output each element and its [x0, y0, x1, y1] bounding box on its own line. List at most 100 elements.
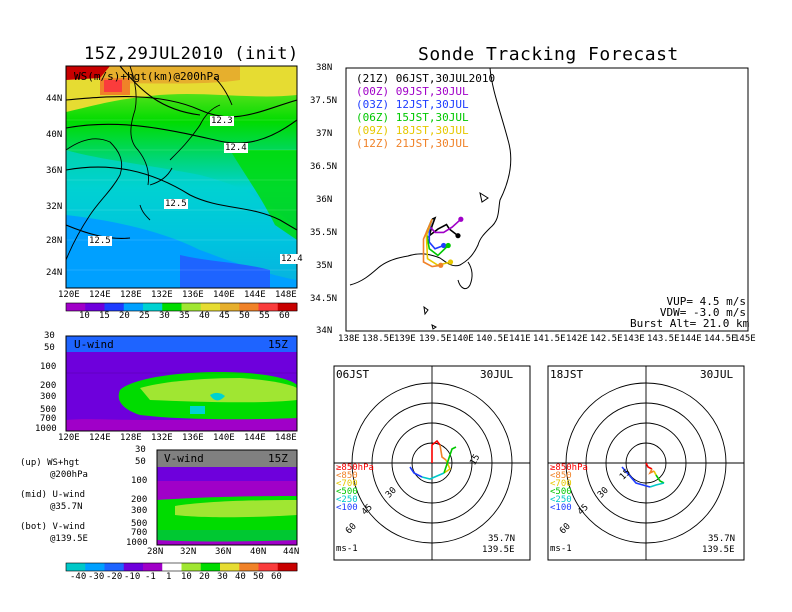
tick-label: 139.5E: [419, 334, 452, 344]
u-x-axis: 120E 124E 128E 132E 136E 140E 144E 148E: [58, 433, 297, 445]
tick-label: 128E: [120, 433, 142, 443]
tick-label: 140E: [213, 290, 235, 300]
tick-label: 35N: [316, 261, 333, 271]
hodo-right-lat: 35.7N: [708, 534, 736, 544]
tick-label: 700: [40, 414, 57, 424]
track-params: VUP= 4.5 m/s VDW= -3.0 m/s Burst Alt= 21…: [630, 296, 750, 332]
tick-label: 34N: [316, 326, 333, 336]
tick-label: 36.5N: [310, 162, 338, 172]
v-wind-time: 15Z: [268, 452, 288, 465]
colorbar-swatch: [220, 303, 240, 311]
track-endpoint: [438, 262, 444, 268]
note-head: (bot) V-wind: [20, 522, 86, 532]
colorbar-swatch: [66, 303, 86, 311]
tick-label: 132E: [151, 433, 173, 443]
colorbar-swatch: [200, 563, 221, 571]
colorbar-swatch: [162, 563, 182, 571]
colorbar-swatch: [85, 563, 105, 571]
colorbar-frame: [65, 562, 298, 572]
pressure-legend: <850: [550, 471, 572, 481]
track-legend: (21Z) 06JST,30JUL2010 (00Z) 09JST,30JUL …: [356, 72, 556, 152]
track-lines: [422, 216, 464, 268]
colorbar-label: -1: [145, 572, 156, 582]
colorbar-swatch: [162, 303, 182, 311]
colorbar-swatch: [66, 563, 86, 571]
colorbar-swatch: [143, 563, 163, 571]
track-line: [422, 218, 441, 268]
tick-label: 500: [40, 405, 57, 415]
main-title: Sonde Tracking Forecast: [418, 44, 679, 65]
coastline: [349, 67, 512, 330]
note-head: (up) WS+hgt: [20, 458, 80, 468]
diverging-colorbar: [65, 562, 298, 572]
tick-label: 145E: [734, 334, 756, 344]
tick-label: 142.5E: [590, 334, 623, 344]
hodo-right-date: 30JUL: [700, 368, 734, 381]
hodograph-right: [547, 365, 745, 561]
track-endpoint: [445, 242, 451, 249]
tick-label: 500: [131, 519, 148, 529]
tick-label: 120E: [58, 290, 80, 300]
v-wind-section: [157, 450, 297, 545]
tick-label: 700: [131, 528, 148, 538]
tick-label: 28N: [46, 236, 63, 246]
colorbar-swatch: [104, 563, 125, 571]
colorbar-label: -40: [70, 572, 87, 582]
upper-x-axis: 120E 124E 128E 132E 136E 140E 144E 148E: [58, 290, 297, 302]
pressure-legend: <100: [336, 503, 358, 513]
colorbar-swatch: [277, 563, 298, 571]
track-legend-entry: (12Z) 21JST,30JUL: [356, 137, 469, 150]
note-sub: @139.5E: [50, 534, 88, 544]
tick-label: 124E: [89, 433, 111, 443]
track-map-frame: [345, 67, 749, 332]
v-x-axis: 28N 32N 36N 40N 44N: [147, 547, 299, 559]
track-legend-entry: (00Z) 09JST,30JUL: [356, 85, 469, 98]
contour-label: 12.4: [280, 254, 304, 264]
note-sub: @200hPa: [50, 470, 88, 480]
colorbar-swatch: [258, 563, 279, 571]
pressure-legend: <700: [336, 479, 358, 489]
tick-label: 30: [44, 331, 55, 341]
colorbar-swatch: [104, 303, 125, 311]
hodo-left-unit: ms-1: [336, 544, 358, 554]
hodograph-left: [333, 365, 531, 561]
colorbar-label: 50: [253, 572, 264, 582]
tick-label: 34.5N: [310, 294, 338, 304]
tick-label: 144E: [244, 433, 266, 443]
pressure-legend: <500: [336, 487, 358, 497]
tick-label: 38N: [316, 63, 333, 73]
colorbar-label: 20: [199, 572, 210, 582]
tick-label: 37N: [316, 129, 333, 139]
colorbar-label: 30: [217, 572, 228, 582]
tick-label: 136E: [182, 433, 204, 443]
tick-label: 36N: [46, 166, 63, 176]
wind-trace: [653, 470, 657, 476]
colorbar-swatch: [181, 303, 202, 311]
colorbar-label: 30: [159, 311, 170, 321]
tick-label: 138E: [338, 334, 360, 344]
param-burst: Burst Alt= 21.0 km: [630, 317, 750, 330]
tick-label: 24N: [46, 268, 63, 278]
colorbar-swatch: [239, 303, 259, 311]
pressure-legend: ≥850hPa: [336, 463, 374, 473]
tick-label: 141.5E: [533, 334, 566, 344]
tick-label: 136E: [182, 290, 204, 300]
track-legend-entry: (21Z) 06JST,30JUL2010: [356, 72, 496, 85]
tick-label: 32N: [46, 202, 63, 212]
track-legend-entry: (03Z) 12JST,30JUL: [356, 98, 469, 111]
v-wind-label: V-wind: [164, 452, 204, 465]
tick-label: 36N: [215, 547, 232, 557]
hodo-left-legend: ≥850hPa <850 <700 <500 <250 <100: [336, 463, 386, 523]
pressure-legend: <500: [550, 487, 572, 497]
hodo-left-date: 30JUL: [480, 368, 514, 381]
track-legend-entry: (09Z) 18JST,30JUL: [356, 124, 469, 137]
tick-label: 141E: [509, 334, 531, 344]
colorbar-label: 10: [79, 311, 90, 321]
pressure-legend: <700: [550, 479, 572, 489]
tick-label: 128E: [120, 290, 142, 300]
u-wind-label: U-wind: [74, 338, 114, 351]
u-wind-section: [66, 336, 297, 431]
wind-trace: [621, 466, 651, 488]
tick-label: 28N: [147, 547, 164, 557]
tick-label: 148E: [275, 290, 297, 300]
